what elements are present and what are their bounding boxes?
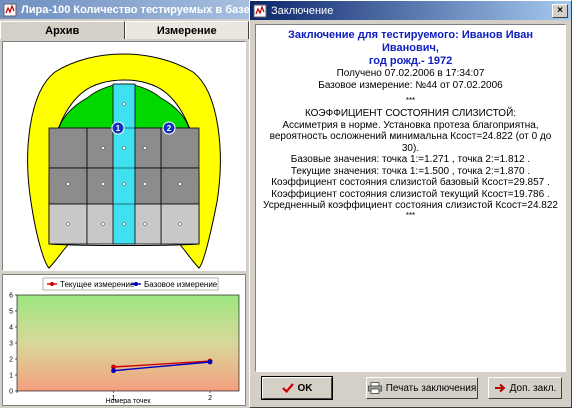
close-button[interactable]: × <box>552 3 568 18</box>
arrow-right-icon <box>494 383 506 393</box>
checkmark-icon <box>281 383 294 393</box>
y-tick-label: 6 <box>9 293 13 300</box>
legend-marker-current <box>50 282 54 286</box>
legend-label-base: Базовое измерение <box>144 280 218 289</box>
report-text-area[interactable]: Заключение для тестируемого: Иванов Иван… <box>255 24 566 372</box>
tab-measurement[interactable]: Измерение <box>124 21 249 39</box>
measure-point-2-marker[interactable] <box>162 121 176 135</box>
report-line: Усредненный коэффициент состояния слизис… <box>263 200 558 211</box>
report-line: вероятность осложнений минимальна Ксост=… <box>269 131 552 154</box>
y-tick-label: 4 <box>9 325 13 332</box>
zone-dots <box>66 102 182 226</box>
dialog-buttons: OK Печать заключения Доп. закл. <box>261 376 562 400</box>
report-line: Коэффициент состояния слизистой базовый … <box>271 177 550 188</box>
measure-point-1-marker[interactable] <box>111 121 125 135</box>
dialog-titlebar[interactable]: Заключение × <box>250 1 571 20</box>
y-tick-label: 5 <box>9 309 13 316</box>
series-point-base <box>111 368 116 374</box>
x-tick-label: 1 <box>112 395 116 402</box>
tab-bar: Архив Измерение <box>0 21 249 39</box>
series-line-current <box>113 360 211 368</box>
y-tick-label: 3 <box>9 341 13 348</box>
report-separator: *** <box>405 96 416 105</box>
report-section-title: КОЭФФИЦИЕНТ СОСТОЯНИЯ СЛИЗИСТОЙ: <box>304 108 517 119</box>
main-window: Лира-100 Количество тестируемых в базе -… <box>0 0 250 408</box>
close-icon: × <box>557 4 563 16</box>
report-base: Базовое измерение: №44 от 07.02.2006 <box>318 79 503 91</box>
report-heading-line1: Заключение для тестируемого: Иванов Иван… <box>288 29 533 54</box>
main-window-titlebar[interactable]: Лира-100 Количество тестируемых в базе -… <box>0 0 249 19</box>
additional-conclusion-button[interactable]: Доп. закл. <box>488 377 562 399</box>
dialog-title: Заключение <box>271 4 334 17</box>
zone-left-mid-3 <box>48 167 88 205</box>
more-button-label: Доп. закл. <box>509 382 557 394</box>
tooth-diagram: 1 2 <box>27 53 221 269</box>
tab-archive[interactable]: Архив <box>0 21 125 39</box>
printer-icon <box>367 382 382 394</box>
chart-legend <box>42 277 219 291</box>
report-line: Коэффициент состояния слизистой текущий … <box>271 188 550 200</box>
report-heading-line2: год рожд.- 1972 <box>368 55 453 67</box>
report-line: Текущие значения: точка 1:=1.500 , точка… <box>290 165 531 177</box>
series-line-base <box>113 361 211 372</box>
zone-right-mid-3 <box>160 167 200 205</box>
measurement-chart-panel: Текущее измерение Базовое измерение 0 1 2 3… <box>2 274 246 406</box>
zone-left-mid-1 <box>48 127 88 169</box>
tooth-diagram-panel: 1 2 <box>2 41 246 271</box>
series-point-current <box>111 364 116 370</box>
zone-center-strip <box>112 83 136 245</box>
y-tick-label: 1 <box>9 373 13 380</box>
report-line: Базовые значения: точка 1:=1.271 , точка… <box>290 154 531 165</box>
series-point-base <box>207 359 213 365</box>
main-window-title: Лира-100 Количество тестируемых в базе -… <box>21 3 249 16</box>
print-button-label: Печать заключения <box>385 382 477 394</box>
print-conclusion-button[interactable]: Печать заключения <box>366 377 478 399</box>
measure-point-2-label: 2 <box>167 124 172 133</box>
y-tick-label: 2 <box>9 357 13 364</box>
chart-plot-area <box>16 294 240 392</box>
legend-marker-base <box>134 282 138 286</box>
ok-button[interactable]: OK <box>261 376 333 400</box>
y-tick-label: 0 <box>9 389 13 396</box>
measurement-chart: Текущее измерение Базовое измерение 0 1 2 3… <box>9 277 240 405</box>
report-separator-end: *** <box>405 210 416 220</box>
legend-label-current: Текущее измерение <box>60 280 135 289</box>
chart-x-axis-label: Номера точек <box>106 398 152 405</box>
app-icon <box>253 4 267 17</box>
report-line: Ассиметрия в норме. Установка протеза бл… <box>282 119 539 131</box>
ok-button-label: OK <box>297 382 313 394</box>
measure-point-1-label: 1 <box>116 124 121 133</box>
conclusion-dialog: Заключение × Заключение для тестируемого… <box>249 0 572 408</box>
app-icon <box>3 3 17 16</box>
x-tick-label: 2 <box>208 395 212 402</box>
report-received: Получено 07.02.2006 в 17:34:07 <box>336 68 485 79</box>
